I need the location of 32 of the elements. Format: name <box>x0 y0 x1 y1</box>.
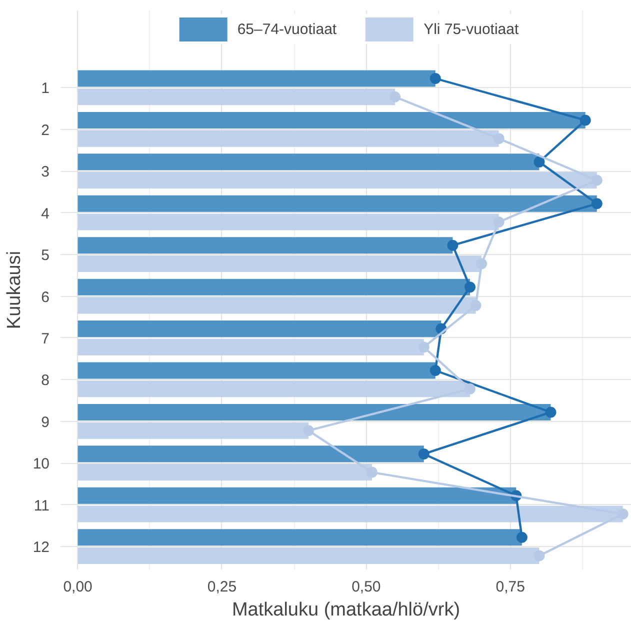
x-tick-label: 0,75 <box>496 578 525 596</box>
y-tick-label: 1 <box>41 80 50 98</box>
y-tick-label: 2 <box>41 122 50 139</box>
bar <box>78 487 516 504</box>
bar <box>78 320 442 338</box>
bar <box>78 404 551 420</box>
bar <box>78 362 436 379</box>
y-tick-label: 3 <box>41 164 50 181</box>
bar <box>78 70 436 87</box>
y-tick-label: 6 <box>41 288 50 306</box>
bar <box>78 112 586 128</box>
y-tick-label: 11 <box>34 497 50 514</box>
legend-label: Yli 75-vuotiaat <box>424 20 519 38</box>
bar <box>78 529 522 546</box>
bar <box>78 195 597 212</box>
y-tick-label: 12 <box>32 539 50 556</box>
y-tick-label: 9 <box>41 414 50 431</box>
y-tick-label: 7 <box>41 330 50 348</box>
bar <box>78 446 424 462</box>
bar <box>78 154 540 170</box>
legend-label: 65–74-vuotiaat <box>237 20 337 38</box>
x-tick-label: 0,00 <box>63 578 92 596</box>
y-tick-label: 8 <box>41 372 50 390</box>
x-tick-label: 0,25 <box>207 578 237 596</box>
y-axis-title: Kuukausi <box>4 250 25 330</box>
y-tick-label: 10 <box>32 456 50 473</box>
y-tick-label: 5 <box>41 247 50 264</box>
bar <box>78 278 470 296</box>
y-tick-label: 4 <box>41 205 50 222</box>
bar <box>78 237 453 254</box>
x-tick-label: 0,50 <box>352 578 381 596</box>
x-axis-title: Matkaluku (matkaa/hlö/vrk) <box>232 600 460 620</box>
